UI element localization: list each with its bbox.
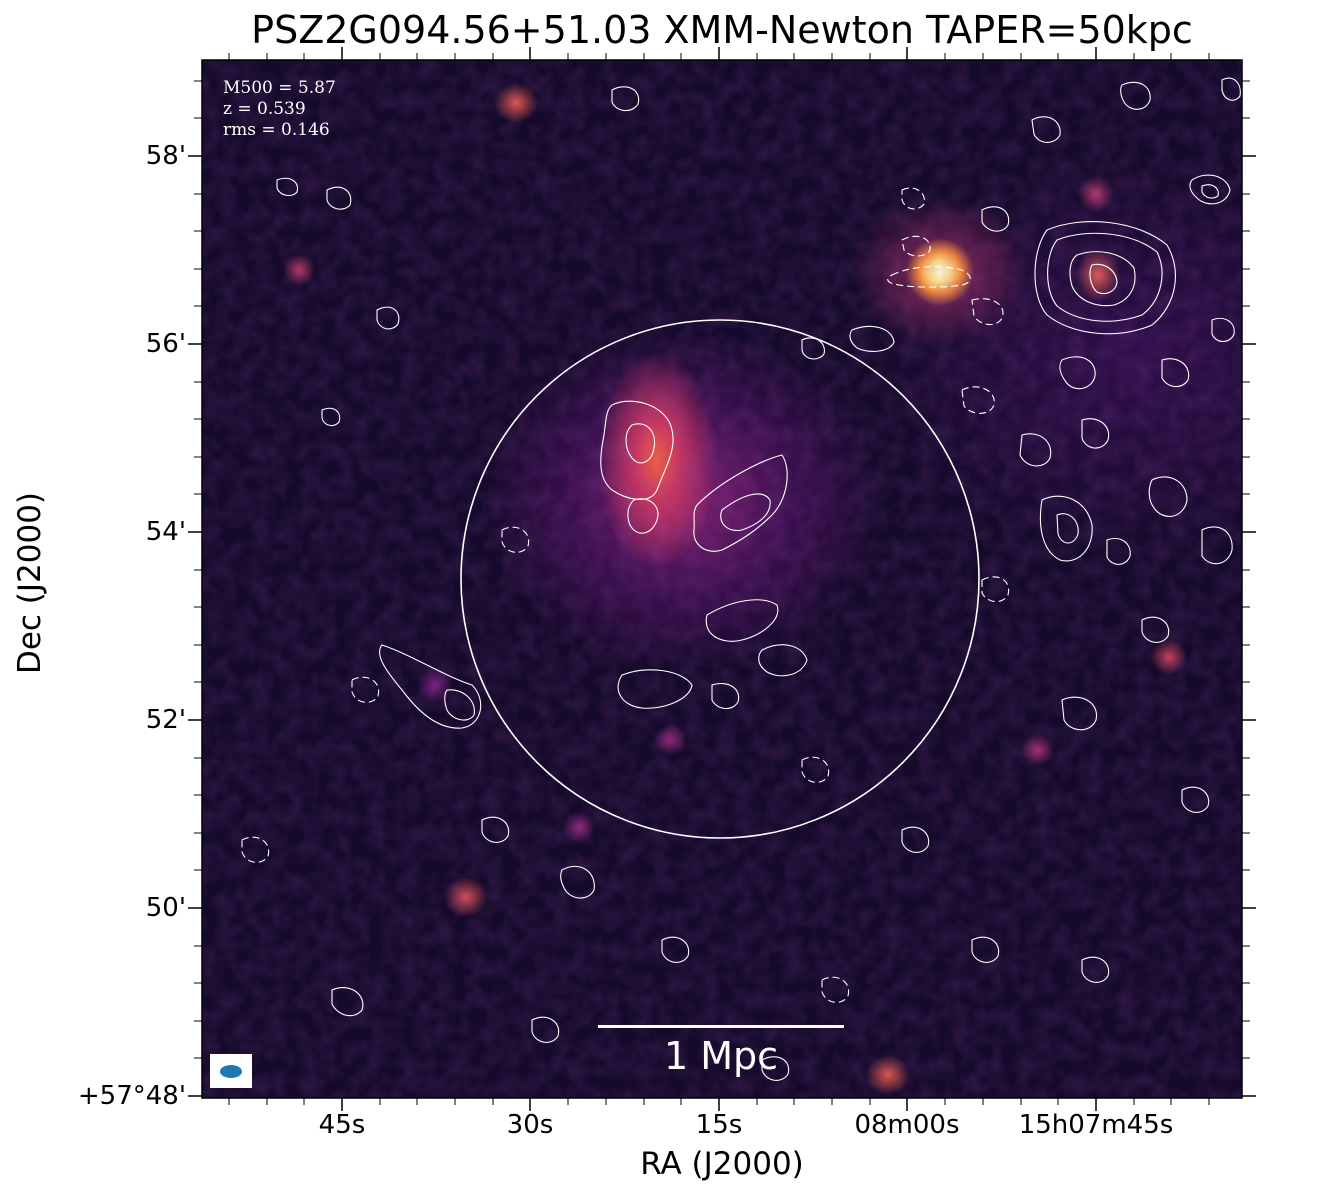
contour-central [444, 689, 475, 721]
contour-ne [1039, 495, 1093, 562]
contour-small [351, 676, 380, 703]
contour-central [705, 599, 779, 642]
contour-small [326, 186, 352, 210]
x-tick-label: 15h07m45s [1018, 1110, 1174, 1140]
contour-ne [801, 337, 825, 360]
contour-small [801, 756, 830, 783]
contour-small [611, 86, 640, 112]
y-tick-label: +57°48' [77, 1081, 186, 1111]
contour-small [761, 1056, 790, 1081]
y-tick-label: 54' [145, 517, 186, 547]
contour-ne [1081, 418, 1110, 449]
contour-ne [1106, 538, 1131, 565]
scale-bar-label: 1 Mpc [663, 1034, 779, 1078]
contour-ne [1161, 358, 1190, 388]
beam-box [210, 1054, 252, 1088]
contour-central [720, 493, 771, 532]
contour-ne [901, 187, 925, 210]
y-tick-label: 56' [145, 329, 186, 359]
x-axis-title: RA (J2000) [640, 1146, 804, 1182]
contour-ne [1019, 433, 1052, 467]
contour-small [1181, 786, 1210, 813]
radio-contours [241, 77, 1241, 1081]
contour-ne [1069, 251, 1136, 307]
image-panel: M500 = 5.87 z = 0.539 rms = 0.146 1 Mpc [202, 60, 1242, 1098]
y-major-ticks [188, 155, 1256, 1097]
x-tick-label: 08m00s [854, 1110, 960, 1140]
contour-ne [849, 325, 895, 352]
contour-ne [1056, 513, 1079, 544]
r500-circle [460, 319, 980, 839]
contour-small [971, 936, 1000, 963]
contour-central [711, 683, 740, 710]
contour-small [481, 816, 510, 843]
x-major-ticks [341, 47, 1097, 1111]
contour-small [1081, 956, 1110, 983]
contour-small [331, 987, 364, 1017]
x-tick-label: 45s [318, 1110, 366, 1140]
contour-central [625, 423, 656, 464]
cluster-annotation: M500 = 5.87 z = 0.539 rms = 0.146 [223, 78, 336, 141]
background-noise [202, 60, 1242, 1098]
contour-small [276, 177, 299, 197]
contour-small [376, 306, 400, 330]
y-minor-ticks [194, 80, 1250, 1059]
contour-small [241, 836, 270, 863]
contour-ne [1201, 526, 1233, 565]
contour-central [627, 498, 659, 534]
m500-label: M500 = 5.87 [223, 78, 336, 98]
scale-bar [598, 1025, 844, 1028]
contour-ne [1201, 184, 1219, 199]
contour-ne [1061, 696, 1097, 731]
x-tick-label: 30s [506, 1110, 554, 1140]
contour-small [661, 936, 690, 963]
contour-small [321, 407, 341, 427]
contour-small [901, 826, 930, 853]
contour-central [617, 669, 693, 709]
beam-ellipse-icon [220, 1065, 242, 1078]
contour-ne [971, 298, 1004, 326]
contour-small [560, 865, 595, 899]
redshift-label: z = 0.539 [223, 99, 306, 119]
y-tick-label: 52' [145, 705, 186, 735]
contour-ne [887, 266, 971, 288]
contour-ne [1120, 81, 1151, 110]
contour-ne [1211, 317, 1235, 343]
contour-central [600, 400, 674, 500]
contour-central [758, 644, 808, 677]
y-axis-title: Dec (J2000) [12, 491, 48, 675]
contour-ne [1141, 616, 1170, 643]
rms-label: rms = 0.146 [223, 120, 330, 140]
contour-small [501, 526, 530, 553]
y-tick-label: 50' [145, 893, 186, 923]
x-minor-ticks [228, 53, 1210, 1105]
contour-ne [1089, 263, 1118, 295]
contour-ne [981, 576, 1010, 603]
contour-ne [1221, 77, 1241, 101]
contour-ne [1031, 116, 1061, 143]
plot-title: PSZ2G094.56+51.03 XMM-Newton TAPER=50kpc [251, 8, 1193, 52]
y-tick-label: 58' [145, 141, 186, 171]
contour-ne [961, 386, 995, 414]
contour-ne [1189, 174, 1231, 205]
contour-small [821, 976, 850, 1003]
x-tick-label: 15s [695, 1110, 743, 1140]
contour-ne [1059, 356, 1096, 390]
contour-ne [981, 206, 1010, 232]
contour-ne [1034, 221, 1176, 335]
contour-central [379, 644, 482, 729]
contour-ne [901, 235, 931, 257]
contour-ne [1047, 232, 1163, 322]
contour-central [693, 454, 788, 552]
contour-ne [1148, 476, 1188, 517]
contour-small [531, 1016, 560, 1043]
